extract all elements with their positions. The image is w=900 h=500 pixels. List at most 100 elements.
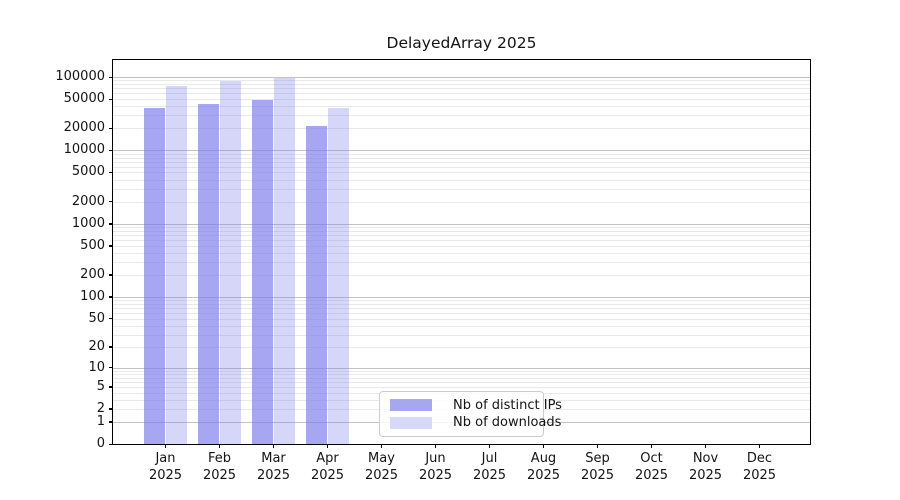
x-tick-year: 2025 — [634, 467, 669, 483]
gridline-minor — [113, 93, 810, 95]
bar-distinct-ips — [197, 103, 220, 444]
x-tick-year: 2025 — [256, 467, 291, 483]
gridline-minor — [113, 201, 810, 203]
gridline-minor — [113, 235, 810, 237]
x-tick-label: Jul 2025 — [458, 451, 522, 484]
y-tick-label: 20 — [88, 338, 105, 354]
gridline-minor — [113, 334, 810, 336]
gridline-minor — [113, 99, 810, 101]
y-tick-mark — [109, 443, 113, 445]
x-tick-month: May — [368, 451, 395, 466]
x-tick-mark — [596, 444, 599, 448]
x-tick-month: Nov — [692, 451, 719, 466]
x-tick-month: Dec — [746, 451, 773, 466]
x-tick-year: 2025 — [580, 467, 615, 483]
legend-item-downloads: Nb of downloads — [390, 415, 561, 430]
gridline-major — [113, 367, 810, 369]
x-tick-mark — [650, 444, 653, 448]
x-tick-mark — [758, 444, 761, 448]
x-tick-mark — [326, 444, 329, 448]
gridline-minor — [113, 377, 810, 379]
x-tick-year: 2025 — [310, 467, 345, 483]
plot-area — [113, 60, 810, 444]
gridline-minor — [113, 381, 810, 383]
x-tick-label: Oct 2025 — [620, 451, 684, 484]
gridline-minor — [113, 84, 810, 86]
x-tick-month: Jul — [481, 451, 498, 466]
x-tick-month: Jun — [425, 451, 446, 466]
y-tick-mark — [109, 201, 113, 203]
x-tick-mark — [164, 444, 167, 448]
x-tick-year: 2025 — [202, 467, 237, 483]
y-tick-label: 100 — [80, 288, 105, 304]
y-tick-mark — [109, 421, 113, 423]
x-tick-label: Apr 2025 — [296, 451, 360, 484]
x-tick-year: 2025 — [688, 467, 723, 483]
gridline-minor — [113, 308, 810, 310]
gridline-major — [113, 150, 810, 152]
y-tick-mark — [109, 296, 113, 298]
gridline-minor — [113, 386, 810, 388]
y-tick-label: 20000 — [63, 120, 105, 136]
legend-swatch-downloads — [390, 416, 432, 430]
gridline-minor — [113, 172, 810, 174]
x-tick-label: Nov 2025 — [674, 451, 738, 484]
gridline-minor — [113, 262, 810, 264]
y-tick-label: 500 — [80, 237, 105, 253]
bar-downloads — [219, 81, 242, 444]
gridline-major — [113, 296, 810, 298]
y-tick-mark — [109, 318, 113, 320]
chart-title: DelayedArray 2025 — [386, 34, 537, 52]
x-tick-month: Jan — [155, 451, 176, 466]
gridline-minor — [113, 252, 810, 254]
x-tick-label: Feb 2025 — [188, 451, 252, 484]
x-tick-year: 2025 — [148, 467, 183, 483]
gridline-minor — [113, 373, 810, 375]
x-tick-mark — [542, 444, 545, 448]
y-tick-label: 10 — [88, 359, 105, 375]
gridline-major — [113, 223, 810, 225]
bar-downloads — [165, 86, 188, 444]
gridline-minor — [113, 166, 810, 168]
x-tick-year: 2025 — [364, 467, 399, 483]
x-tick-month: Apr — [316, 451, 339, 466]
legend-label-downloads: Nb of downloads — [453, 415, 562, 431]
x-tick-mark — [488, 444, 491, 448]
y-tick-mark — [109, 245, 113, 247]
y-tick-mark — [109, 408, 113, 410]
gridline-minor — [113, 346, 810, 348]
x-tick-mark — [434, 444, 437, 448]
x-tick-label: Jan 2025 — [134, 451, 198, 484]
y-tick-mark — [109, 127, 113, 130]
y-tick-mark — [109, 171, 113, 174]
y-tick-mark — [109, 223, 113, 225]
x-tick-label: Sep 2025 — [566, 451, 630, 484]
x-tick-mark — [272, 444, 275, 448]
gridline-minor — [113, 245, 810, 247]
gridline-minor — [113, 157, 810, 159]
y-tick-mark — [109, 76, 113, 78]
gridline-minor — [113, 325, 810, 327]
y-tick-label: 5 — [96, 378, 105, 394]
gridline-minor — [113, 153, 810, 155]
y-tick-label: 0 — [96, 436, 105, 451]
legend: Nb of distinct IPs Nb of downloads — [379, 391, 562, 437]
gridline-minor — [113, 80, 810, 82]
y-tick-label: 100000 — [55, 69, 105, 84]
gridline-major — [113, 77, 810, 78]
y-tick-label: 50 — [88, 310, 105, 326]
gridline-minor — [113, 179, 810, 181]
gridline-minor — [113, 128, 810, 130]
y-tick-label: 5000 — [71, 164, 105, 180]
y-tick-mark — [109, 274, 113, 276]
x-tick-month: Aug — [530, 451, 557, 466]
x-tick-label: Aug 2025 — [512, 451, 576, 484]
x-tick-year: 2025 — [418, 467, 453, 483]
gridline-minor — [113, 318, 810, 320]
x-tick-mark — [704, 444, 707, 448]
gridline-minor — [113, 227, 810, 229]
x-tick-year: 2025 — [742, 467, 777, 483]
gridline-minor — [113, 230, 810, 232]
bar-distinct-ips — [251, 100, 274, 444]
